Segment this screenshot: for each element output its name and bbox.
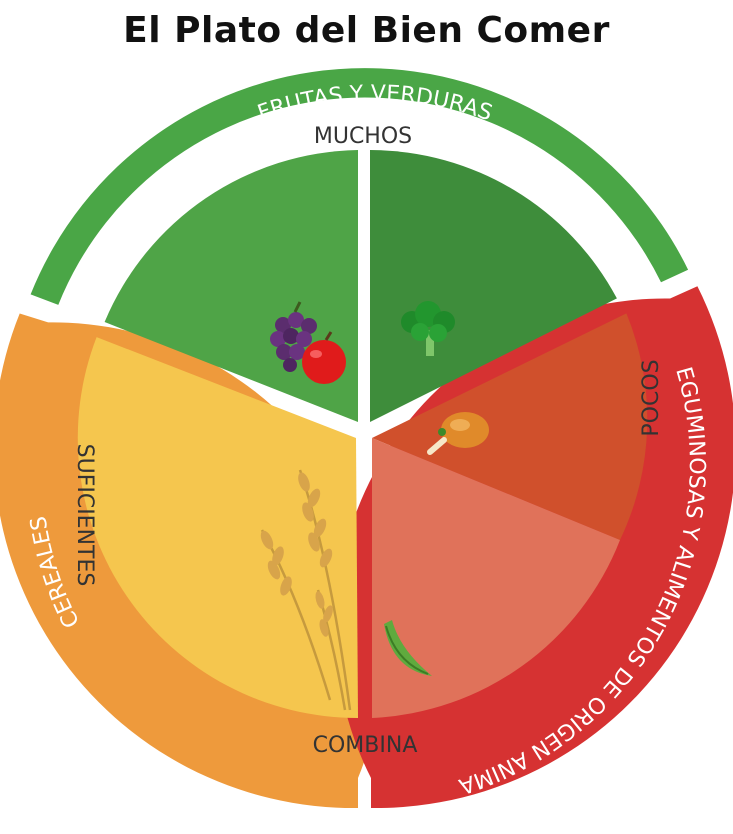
grapes-apple-icon (270, 301, 346, 384)
label-pocos: POCOS (639, 359, 664, 436)
label-muchos: MUCHOS (314, 124, 412, 149)
sector-leguminosas (372, 438, 620, 718)
broccoli-icon (401, 301, 455, 356)
label-suficientes: SUFICIENTES (72, 444, 97, 587)
page-title: El Plato del Bien Comer (123, 10, 610, 51)
pea-pod-icon (384, 620, 432, 676)
sector-origen-animal (372, 313, 648, 540)
ring-segment-frutas-verduras (30, 68, 689, 305)
chicken-leg-icon (427, 412, 489, 455)
label-combina: COMBINA (313, 733, 418, 758)
wheat-icon (260, 469, 352, 711)
sector-cereales (77, 337, 358, 719)
